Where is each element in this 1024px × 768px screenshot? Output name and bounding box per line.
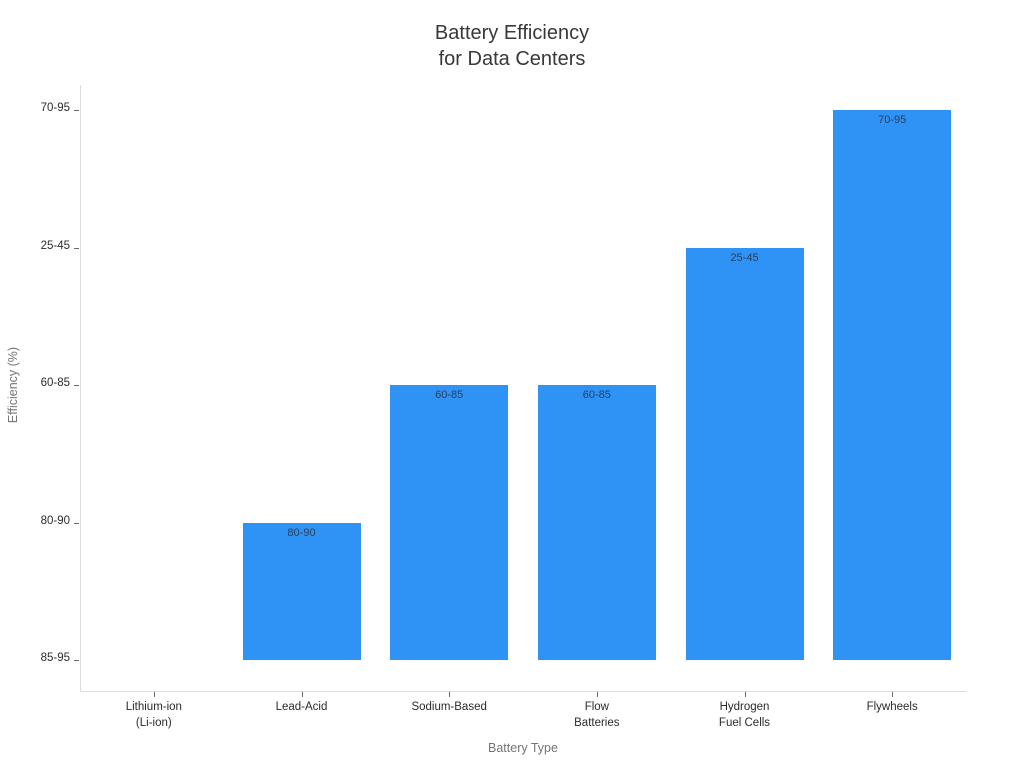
x-tick-label-line: Fuel Cells — [718, 717, 771, 729]
bar-value-label: 60-85 — [582, 389, 611, 401]
y-tick-label: 85-95 — [40, 652, 70, 664]
y-tick — [74, 247, 79, 249]
x-tick — [449, 692, 451, 697]
y-axis-title: Efficiency (%) — [6, 346, 20, 424]
x-tick-label: Flow Batteries — [522, 699, 672, 731]
chart-title-line-1: Battery Efficiency — [434, 22, 590, 44]
x-tick-label-line: Flywheels — [866, 701, 918, 713]
y-tick-label: 70-95 — [40, 102, 70, 114]
chart-title-line-2: for Data Centers — [438, 48, 586, 70]
bar-hydrogen-fuel-cells: 25-45 — [685, 247, 804, 660]
x-tick-label: Hydrogen Fuel Cells — [670, 699, 820, 731]
y-tick — [74, 522, 79, 524]
chart-title: Battery Efficiency for Data Centers — [0, 20, 1024, 72]
x-tick-label-line: Flow — [584, 701, 609, 713]
y-tick — [74, 385, 79, 386]
x-tick-label-line: Lithium-ion — [125, 701, 182, 713]
y-tick — [74, 110, 79, 111]
x-tick-label-line: Lead-Acid — [275, 701, 328, 713]
y-tick-label: 25-45 — [40, 239, 70, 252]
bar-flow-batteries: 60-85 — [537, 385, 656, 660]
bar-value-label: 25-45 — [730, 251, 759, 264]
x-tick-label: Sodium-Based — [374, 699, 524, 715]
x-tick-label: Lead-Acid — [227, 699, 377, 715]
bar-sodium-based: 60-85 — [390, 385, 509, 660]
x-tick — [301, 692, 303, 697]
x-tick-label: Flywheels — [817, 699, 967, 715]
bar-flywheels: 70-95 — [833, 110, 952, 660]
x-tick-label-line: Batteries — [574, 717, 620, 729]
x-tick — [744, 692, 746, 697]
bar-lead-acid: 80-90 — [242, 522, 361, 660]
x-tick-label-line: (Li-ion) — [135, 717, 172, 729]
x-axis-line — [80, 691, 966, 692]
x-tick — [153, 692, 155, 697]
x-tick-label-line: Hydrogen — [719, 701, 770, 713]
y-axis-line — [80, 85, 81, 691]
bar-value-label: 60-85 — [435, 389, 464, 401]
x-tick — [596, 692, 598, 697]
bar-value-label: 80-90 — [287, 526, 316, 539]
x-tick — [892, 692, 894, 697]
y-tick-label: 80-90 — [40, 514, 70, 527]
x-tick-label-line: Sodium-Based — [411, 701, 487, 713]
bar-value-label: 70-95 — [878, 114, 907, 126]
y-tick — [74, 660, 79, 661]
x-axis-title: Battery Type — [488, 741, 558, 755]
x-tick-label: Lithium-ion (Li-ion) — [79, 699, 229, 731]
y-tick-label: 60-85 — [40, 377, 70, 389]
